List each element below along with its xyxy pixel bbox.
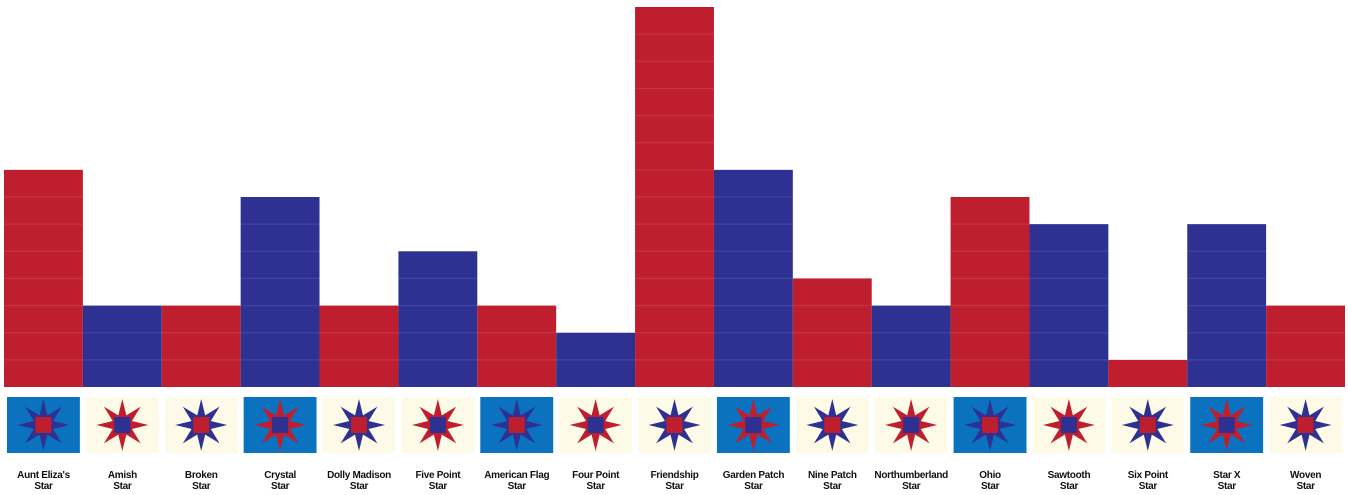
bar <box>161 305 241 387</box>
quilt-center <box>666 417 683 433</box>
x-tick-label: Ohio Star <box>979 470 1001 492</box>
quilt-center <box>350 417 367 433</box>
quilt-center <box>745 417 762 433</box>
bar <box>713 169 793 387</box>
x-tick-label: American Flag Star <box>484 470 550 492</box>
quilt-center <box>193 417 210 433</box>
quilt-center <box>1139 417 1156 433</box>
bar <box>1029 224 1109 387</box>
quilt-center <box>1060 417 1077 433</box>
bar <box>950 197 1030 387</box>
x-tick-label: Garden Patch Star <box>722 470 785 492</box>
bar <box>1108 359 1188 387</box>
quilt-center <box>429 417 446 433</box>
quilt-center <box>982 417 999 433</box>
quilt-center <box>1218 417 1235 433</box>
x-tick-label: Six Point Star <box>1127 470 1168 492</box>
quilt-center <box>824 417 841 433</box>
quilt-center <box>587 417 604 433</box>
quilt-center <box>35 417 52 433</box>
bar <box>319 305 399 387</box>
x-tick-label: Star X Star <box>1213 470 1241 492</box>
quilt-center <box>1297 417 1314 433</box>
x-tick-label: Woven Star <box>1290 470 1322 492</box>
bar <box>4 169 83 387</box>
quilt-center <box>114 417 131 433</box>
bar <box>477 305 557 387</box>
x-tick-label: Sawtooth Star <box>1047 470 1091 492</box>
x-tick-label: Nine Patch Star <box>807 470 857 492</box>
x-tick-label: Broken Star <box>184 470 218 492</box>
bar <box>792 278 872 387</box>
bar <box>1266 305 1345 387</box>
x-tick-label: Five Point Star <box>415 470 461 492</box>
bar <box>240 197 320 387</box>
quilt-center <box>903 417 920 433</box>
bar <box>1187 224 1267 387</box>
x-tick-label: Four Point Star <box>572 470 620 492</box>
x-tick-label: Amish Star <box>107 470 137 492</box>
bar <box>635 7 714 387</box>
x-tick-label: Friendship Star <box>650 470 699 492</box>
bar <box>871 305 951 387</box>
x-tick-label: Northumberland Star <box>874 470 948 492</box>
x-tick-label: Crystal Star <box>264 470 297 492</box>
quilt-center <box>272 417 289 433</box>
x-tick-label: Aunt Eliza's Star <box>17 470 70 492</box>
x-tick-label: Dolly Madison Star <box>327 470 391 492</box>
bar <box>82 305 162 387</box>
quilt-center <box>508 417 525 433</box>
bar <box>556 332 636 387</box>
bar <box>398 251 478 387</box>
